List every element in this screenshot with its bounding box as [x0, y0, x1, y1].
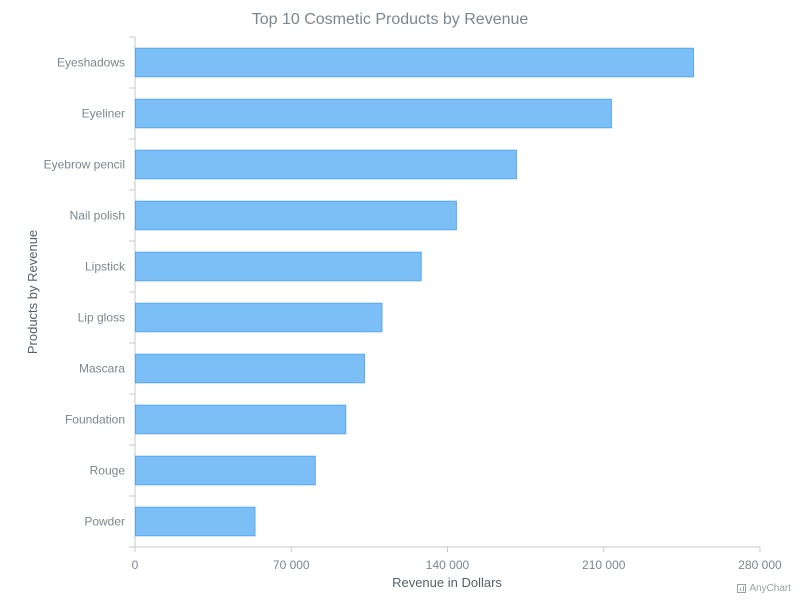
bar — [135, 455, 316, 486]
chart-title: Top 10 Cosmetic Products by Revenue — [252, 11, 529, 28]
y-tick-label: Eyeshadows — [57, 56, 125, 70]
bars — [135, 47, 694, 537]
y-tick-label: Rouge — [90, 464, 126, 478]
x-tick-label: 280 000 — [738, 558, 782, 572]
y-tick-label: Eyeliner — [82, 107, 125, 121]
y-tick-label: Foundation — [65, 413, 125, 427]
bar — [135, 506, 256, 537]
tick-labels: 0 70 000 140 000 210 000 280 000 Eyeshadows Ey… — [44, 56, 782, 573]
x-axis-title: Revenue in Dollars — [392, 575, 502, 590]
x-tick-label: 70 000 — [273, 558, 310, 572]
y-tick-label: Nail polish — [70, 209, 125, 223]
bar — [135, 404, 347, 435]
y-tick-label: Lip gloss — [78, 311, 125, 325]
x-tick-label: 0 — [132, 558, 139, 572]
y-tick-label: Powder — [84, 515, 125, 529]
y-tick-label: Lipstick — [85, 260, 126, 274]
x-tick-label: 140 000 — [426, 558, 470, 572]
bar — [135, 200, 457, 231]
credit-label: AnyChart — [749, 583, 791, 594]
y-tick-label: Mascara — [79, 362, 125, 376]
bar — [135, 302, 383, 333]
bar — [135, 251, 422, 282]
y-axis-title: Products by Revenue — [25, 230, 40, 354]
anychart-credit[interactable]: AnyChart — [737, 583, 791, 594]
x-tick-label: 210 000 — [582, 558, 626, 572]
bar — [135, 149, 517, 180]
bar — [135, 98, 612, 129]
anychart-logo-icon — [737, 584, 747, 593]
bar — [135, 353, 366, 384]
y-tick-label: Eyebrow pencil — [44, 158, 125, 172]
bar — [135, 47, 694, 78]
